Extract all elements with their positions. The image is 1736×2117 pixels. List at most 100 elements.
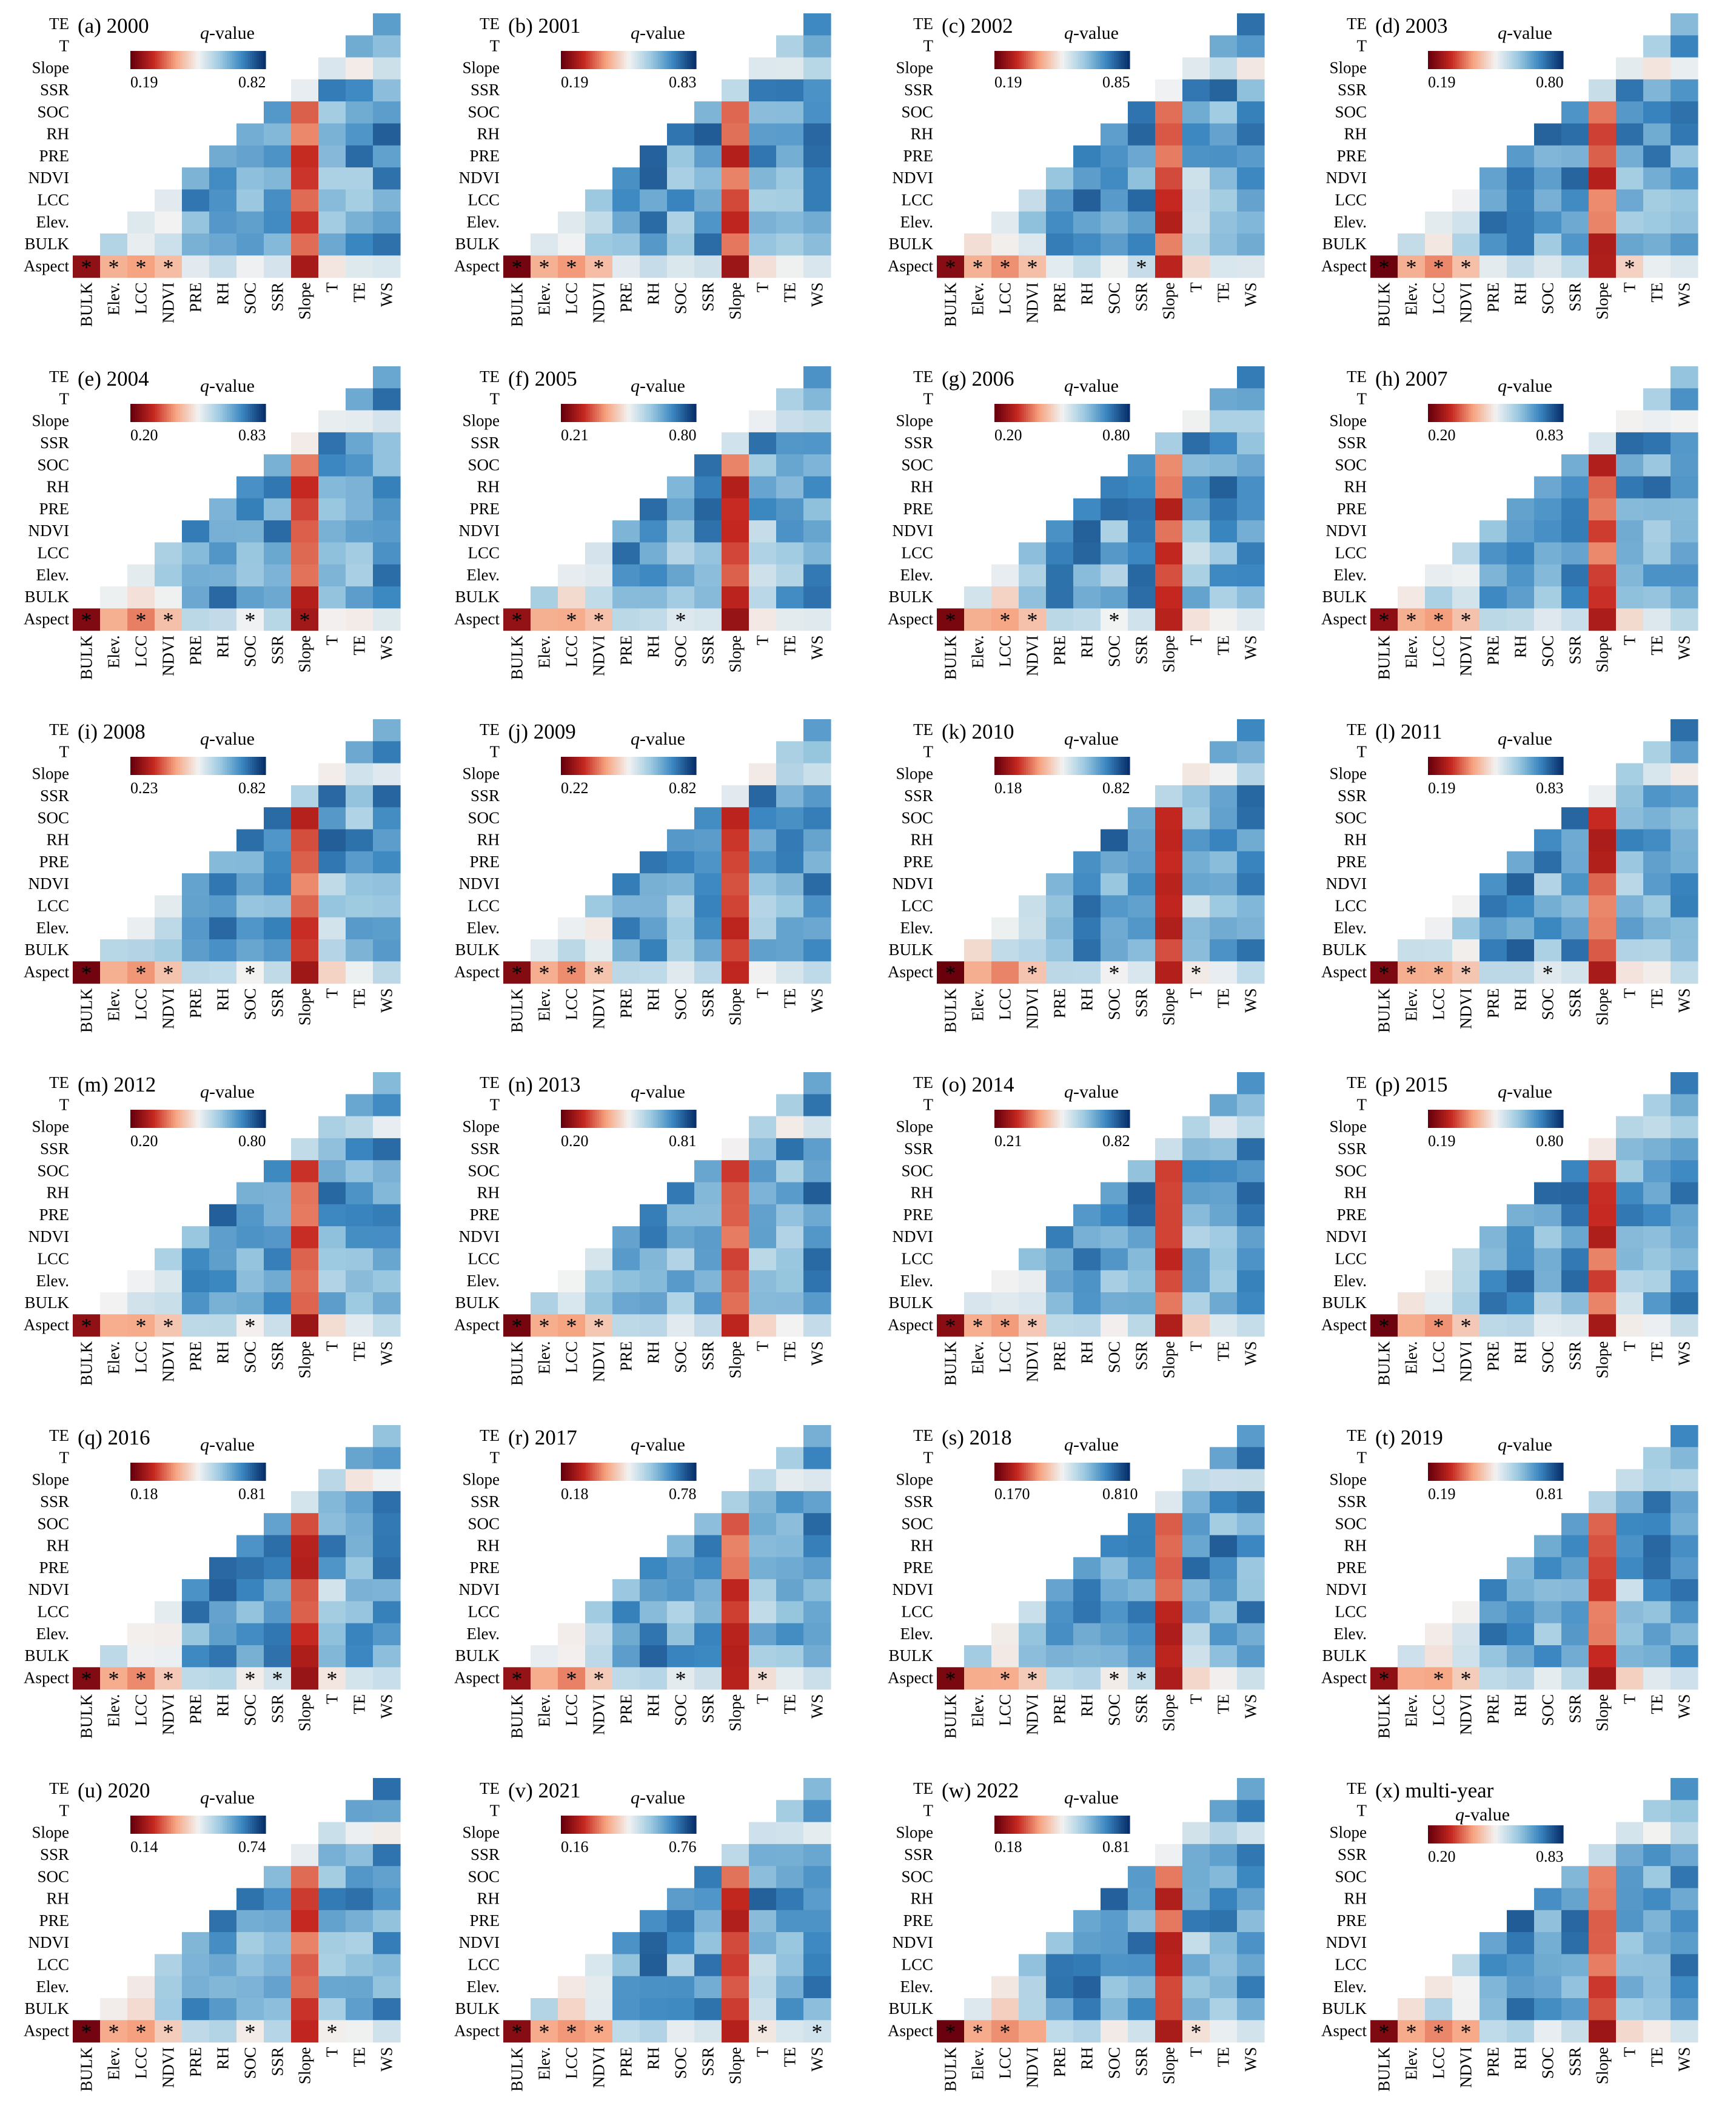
heatmap-cell <box>1534 1667 1562 1690</box>
heatmap-cell <box>291 1601 319 1624</box>
x-tick-label: TE <box>781 636 799 656</box>
heatmap-cell <box>1589 1932 1617 1954</box>
panel-title: (g) 2006 <box>942 367 1014 391</box>
heatmap-cell <box>1101 1888 1128 1911</box>
heatmap-cell <box>100 1314 128 1337</box>
heatmap-cell <box>346 807 374 830</box>
y-tick-label: TE <box>480 367 500 386</box>
heatmap-cell <box>991 1645 1019 1668</box>
heatmap-cell <box>1210 454 1238 477</box>
heatmap-cell <box>182 564 210 587</box>
heatmap-cell <box>803 1910 831 1933</box>
heatmap-cell <box>291 520 319 543</box>
y-tick-label: RH <box>1344 1184 1367 1202</box>
x-tick-label: SSR <box>1566 1341 1584 1371</box>
heatmap-cell <box>1398 1645 1426 1668</box>
x-tick-label: SSR <box>699 1341 717 1371</box>
x-tick-label: T <box>1621 1694 1639 1704</box>
heatmap-cell <box>373 1998 401 2021</box>
y-tick-label: Aspect <box>24 2021 69 2039</box>
y-tick-label: SSR <box>1338 787 1367 805</box>
heatmap-cell <box>1616 1667 1644 1690</box>
x-tick-label: LCC <box>132 636 150 668</box>
x-tick-label: Elev. <box>1403 988 1421 1021</box>
x-tick-label: NDVI <box>590 988 608 1030</box>
heatmap-cell <box>1155 851 1183 874</box>
colorbar-label: q-value <box>1064 1435 1119 1455</box>
heatmap-cell <box>1182 1557 1210 1580</box>
heatmap-cell <box>1128 255 1156 278</box>
heatmap-cell <box>1507 167 1535 190</box>
x-tick-label: Elev. <box>105 988 123 1021</box>
y-tick-label: T <box>490 36 500 55</box>
heatmap-cell <box>991 211 1019 234</box>
heatmap-cell <box>776 807 804 830</box>
x-tick-label: TE <box>1215 283 1233 303</box>
heatmap-cell <box>1101 1535 1128 1558</box>
heatmap-cell <box>1073 586 1101 609</box>
x-tick-label: SSR <box>269 988 287 1018</box>
heatmap-cell <box>1182 123 1210 146</box>
heatmap-cell <box>1643 586 1671 609</box>
x-tick-label: RH <box>214 283 232 306</box>
heatmap-cell <box>722 1601 749 1624</box>
heatmap-cell <box>1643 807 1671 830</box>
heatmap-cell <box>291 1932 319 1954</box>
colorbar-min: 0.18 <box>994 779 1022 797</box>
heatmap-cell <box>373 939 401 962</box>
heatmap-cell <box>346 476 374 499</box>
heatmap-cell <box>1616 608 1644 631</box>
heatmap-cell <box>1616 939 1644 962</box>
y-tick-label: LCC <box>468 897 500 915</box>
heatmap-cell <box>1616 807 1644 830</box>
heatmap-cell <box>749 211 777 234</box>
heatmap-cell <box>236 961 264 984</box>
heatmap-cell <box>1210 564 1238 587</box>
heatmap-cell <box>776 1623 804 1646</box>
heatmap-cell <box>1237 1469 1265 1492</box>
heatmap-cell <box>1561 1976 1589 1999</box>
heatmap-cell <box>1210 1204 1238 1227</box>
heatmap-cell <box>318 1270 346 1293</box>
heatmap-cell <box>209 1910 237 1933</box>
x-tick-label: SOC <box>1105 1694 1124 1726</box>
heatmap-cell <box>1210 1535 1238 1558</box>
heatmap-cell <box>373 1579 401 1602</box>
heatmap-cell <box>1398 586 1426 609</box>
heatmap-cell <box>749 829 777 852</box>
y-tick-label: LCC <box>901 1603 933 1621</box>
heatmap-cell <box>776 1535 804 1558</box>
heatmap-cell <box>722 917 749 940</box>
y-tick-label: NDVI <box>893 169 934 187</box>
heatmap-cell <box>558 2020 586 2043</box>
heatmap-cell <box>749 564 777 587</box>
heatmap-cell <box>373 101 401 124</box>
heatmap-cell <box>749 1844 777 1867</box>
heatmap-cell <box>803 366 831 389</box>
heatmap-cell <box>558 564 586 587</box>
heatmap-cell <box>127 586 155 609</box>
x-tick-label: RH <box>1512 636 1530 659</box>
heatmap-cell <box>1073 2020 1101 2043</box>
heatmap-cell <box>373 1425 401 1448</box>
heatmap-cell <box>182 895 210 918</box>
heatmap-cell <box>264 564 292 587</box>
significance-star: * <box>1461 961 1472 985</box>
heatmap-cell <box>1480 1932 1507 1954</box>
heatmap-cell <box>1452 211 1480 234</box>
significance-star: * <box>512 1667 523 1691</box>
heatmap-cell <box>1561 895 1589 918</box>
heatmap-cell <box>1643 1954 1671 1977</box>
heatmap-cell <box>803 189 831 212</box>
heatmap-cell <box>1534 961 1562 984</box>
heatmap-cell <box>803 741 831 764</box>
heatmap-cell <box>1237 1425 1265 1448</box>
heatmap-cell <box>1073 1932 1101 1954</box>
heatmap-cell <box>373 1557 401 1580</box>
heatmap-cell <box>264 2020 292 2043</box>
y-tick-label: Slope <box>32 1471 69 1489</box>
y-tick-label: RH <box>1344 831 1367 849</box>
heatmap-cell <box>1480 255 1507 278</box>
heatmap-cell <box>1155 1535 1183 1558</box>
heatmap-panel: * * * * *TETSlopeSSRSOCRHPRENDVILCCElev.BULK… <box>888 13 1265 327</box>
